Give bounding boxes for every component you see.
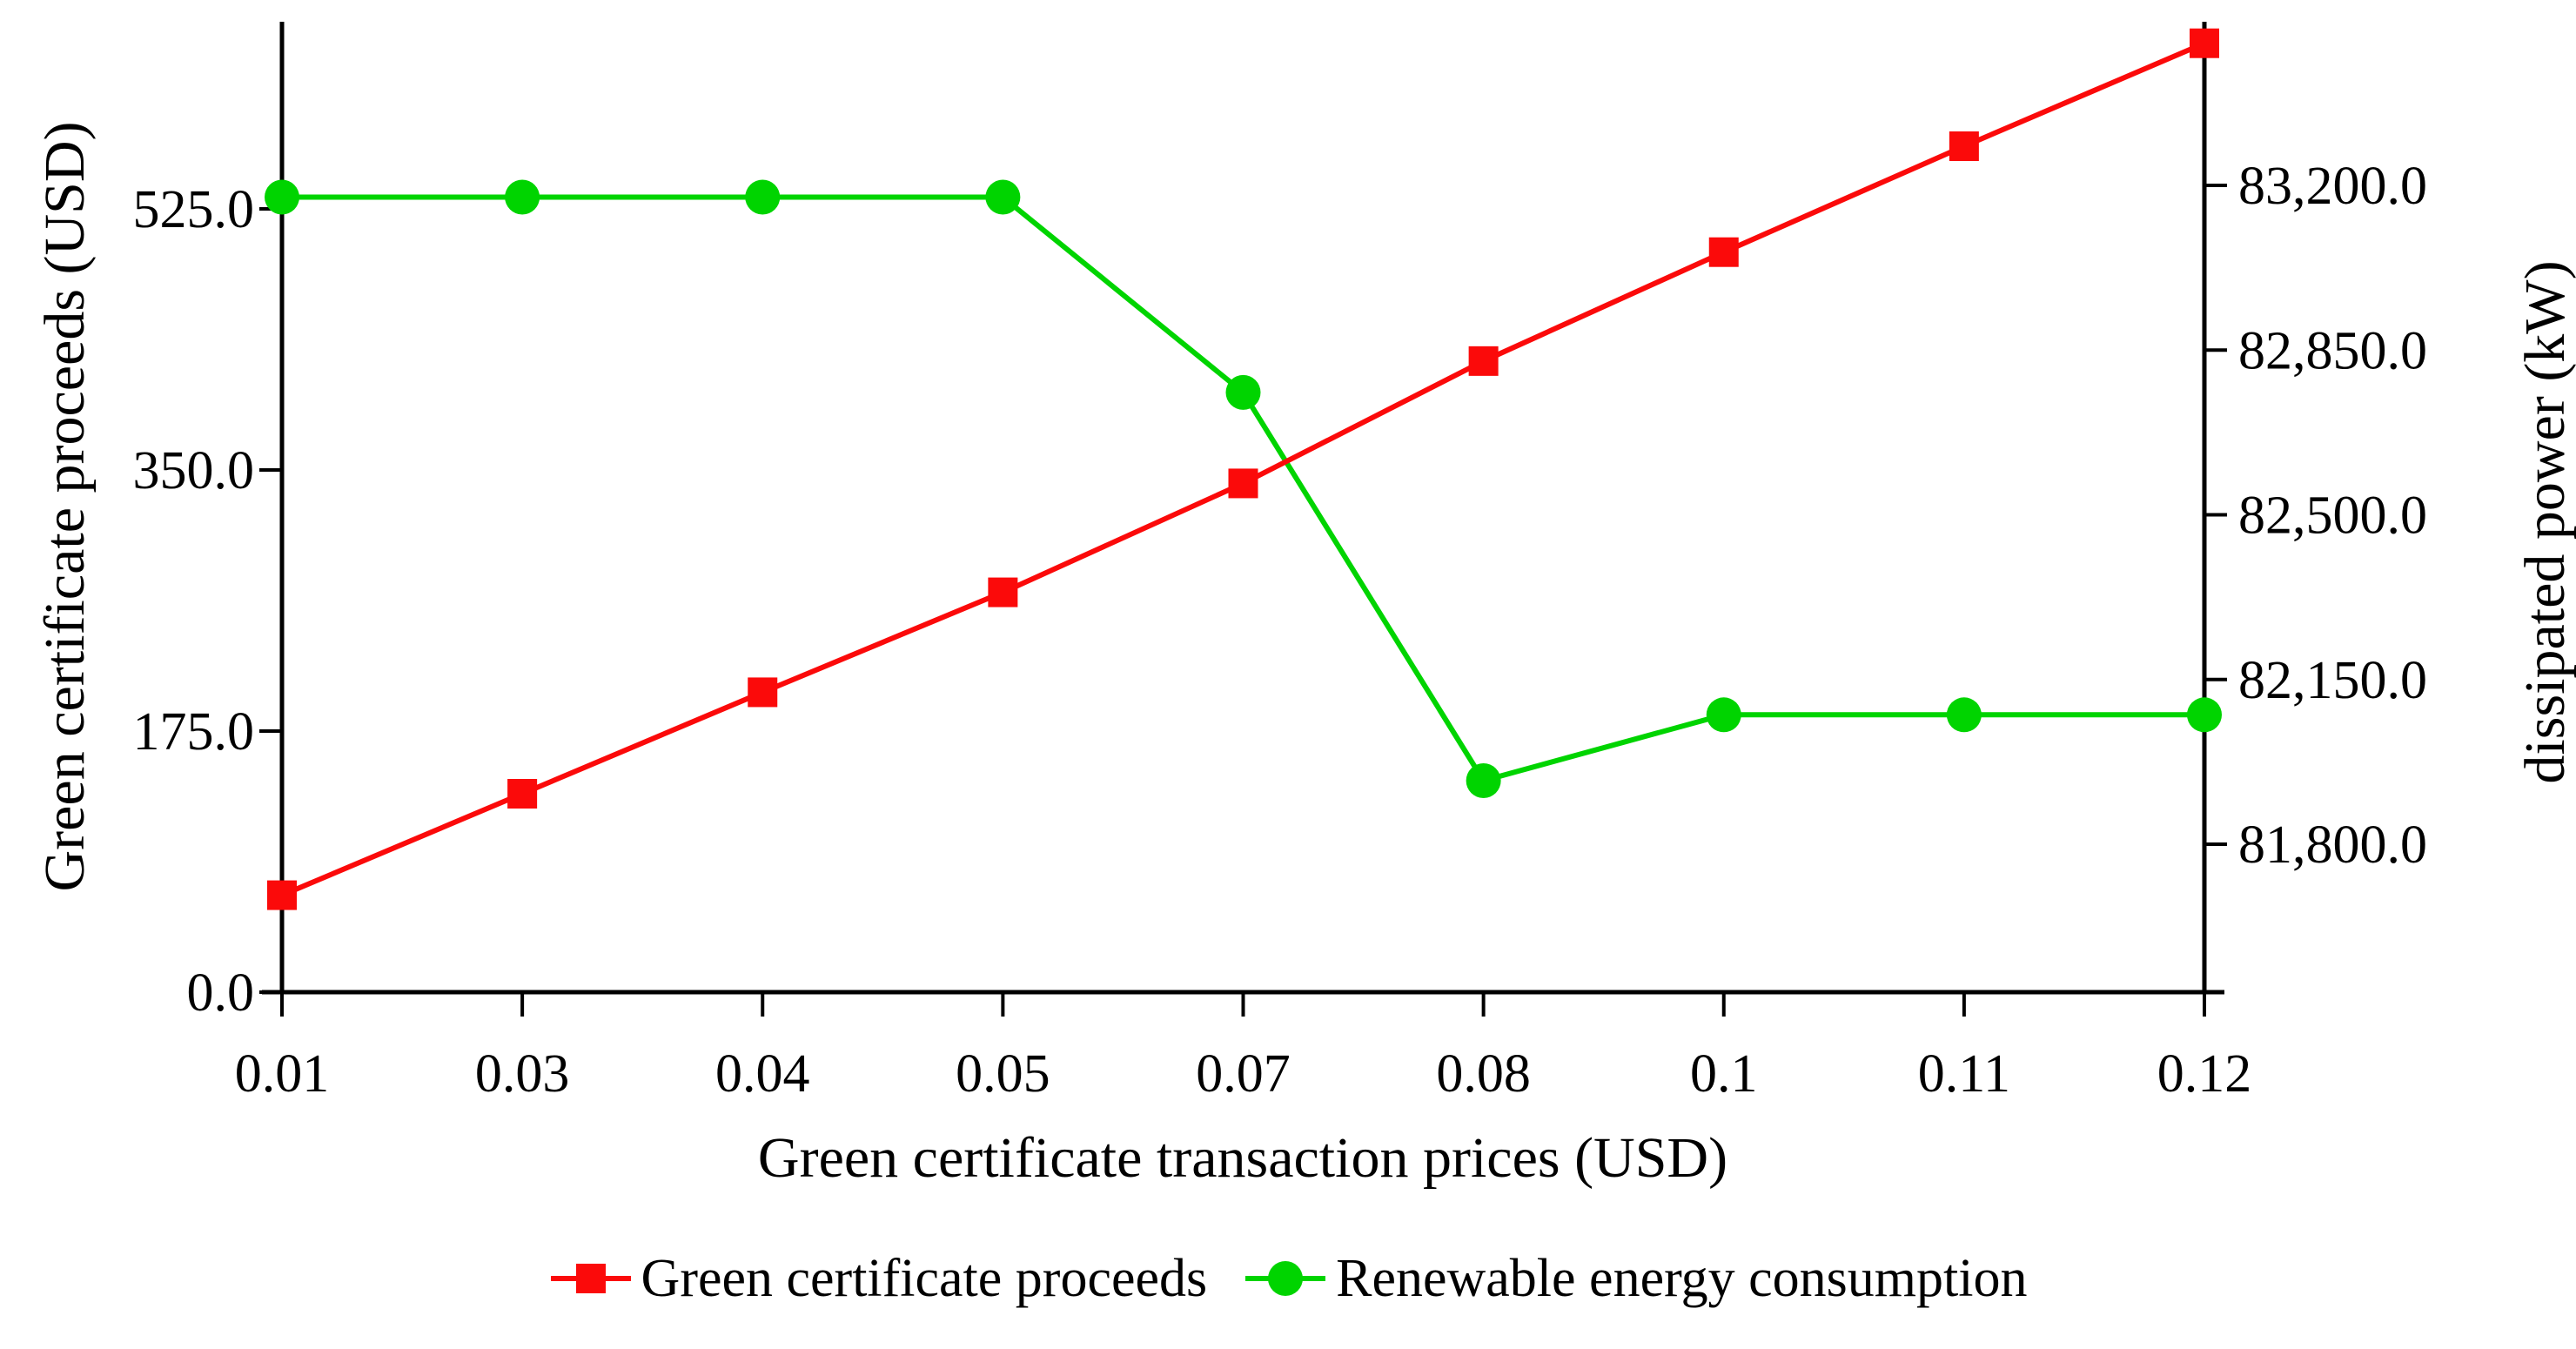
red-square-series-icon — [550, 1264, 631, 1293]
legend-item-proceeds: Green certificate proceeds — [549, 1249, 1208, 1308]
x-axis-tick-label: 0.11 — [1918, 1044, 2010, 1104]
green-circle-series-icon — [1245, 1261, 1326, 1296]
x-axis-tick-label: 0.1 — [1690, 1044, 1758, 1104]
data-point-square — [748, 677, 778, 708]
legend: Green certificate proceeds Renewable ene… — [0, 1252, 2576, 1305]
right-axis-tick-label: 82,850.0 — [2238, 321, 2427, 380]
data-point-square — [267, 880, 297, 910]
data-point-square — [1468, 346, 1499, 376]
data-point-square — [1228, 468, 1258, 499]
data-point-square — [988, 577, 1018, 607]
data-point-circle — [1706, 697, 1741, 733]
data-point-circle — [1466, 763, 1501, 799]
data-point-square — [1949, 131, 1979, 161]
data-point-square — [1708, 237, 1739, 267]
legend-label-renewable: Renewable energy consumption — [1336, 1249, 2028, 1308]
left-axis-title: Green certificate proceeds (USD) — [33, 121, 97, 891]
x-axis-tick-label: 0.12 — [2157, 1044, 2252, 1104]
data-point-circle — [2187, 697, 2222, 733]
data-point-circle — [985, 179, 1021, 215]
x-axis-title: Green certificate transaction prices (US… — [758, 1126, 1727, 1190]
data-point-square — [507, 779, 538, 809]
left-axis-tick-label: 175.0 — [133, 702, 255, 762]
right-axis-tick-label: 83,200.0 — [2238, 157, 2427, 216]
x-axis-tick-label: 0.04 — [715, 1044, 810, 1104]
left-axis-tick-label: 525.0 — [133, 180, 255, 239]
data-point-square — [2190, 28, 2219, 58]
left-axis-tick-label: 350.0 — [133, 441, 255, 500]
chart-generated-layer: 0.0 175.0 350.0 525.0 83,200.0 82,850.0 82,500… — [133, 22, 2427, 1104]
right-axis-tick-label: 82,500.0 — [2238, 487, 2427, 546]
x-axis-tick-label: 0.08 — [1436, 1044, 1531, 1104]
legend-item-renewable: Renewable energy consumption — [1244, 1252, 2027, 1305]
x-axis-tick-label: 0.07 — [1196, 1044, 1291, 1104]
x-axis-tick-label: 0.01 — [235, 1044, 330, 1104]
x-axis-tick-label: 0.03 — [475, 1044, 570, 1104]
legend-label-proceeds: Green certificate proceeds — [641, 1249, 1208, 1308]
right-axis-tick-label: 82,150.0 — [2238, 651, 2427, 710]
data-point-circle — [745, 179, 781, 215]
data-point-circle — [1225, 374, 1261, 410]
data-point-circle — [1946, 697, 1982, 733]
data-point-circle — [265, 179, 299, 215]
x-axis-tick-label: 0.05 — [956, 1044, 1050, 1104]
right-axis-tick-label: 81,800.0 — [2238, 815, 2427, 875]
right-axis-title: dissipated power (kW) — [2513, 260, 2576, 783]
left-axis-tick-label: 0.0 — [187, 963, 255, 1023]
data-point-circle — [505, 179, 540, 215]
